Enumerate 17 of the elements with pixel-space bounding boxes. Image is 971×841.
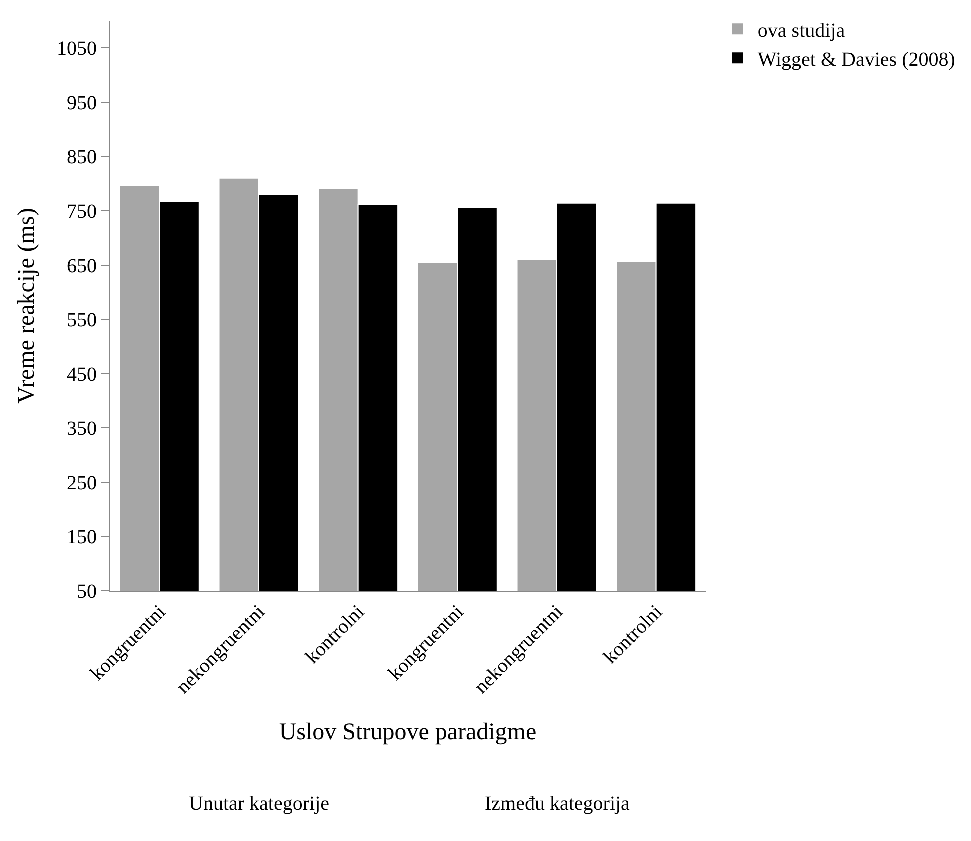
y-tick-label: 450	[67, 364, 97, 386]
y-tick-label: 350	[67, 418, 97, 440]
y-tick-label: 850	[67, 146, 97, 169]
legend-label: ova studija	[758, 20, 846, 42]
y-tick-label: 650	[67, 255, 97, 278]
text: Unutar kategorije	[189, 793, 330, 815]
y-tick-label: 1050	[57, 38, 97, 60]
y-tick-label: 50	[77, 581, 97, 603]
y-tick-label: 250	[67, 472, 97, 494]
y-tick-label: 950	[67, 92, 97, 114]
y-tick-label: 750	[67, 201, 97, 223]
x-axis-title: Uslov Strupove paradigme	[279, 720, 537, 746]
legend-label: Wigget & Davies (2008)	[758, 48, 956, 71]
y-tick-label: 150	[67, 526, 97, 549]
y-axis-title: Vreme reakcije (ms)	[14, 208, 40, 404]
y-tick-label: 550	[67, 310, 97, 332]
text: Između kategorija	[485, 793, 630, 815]
